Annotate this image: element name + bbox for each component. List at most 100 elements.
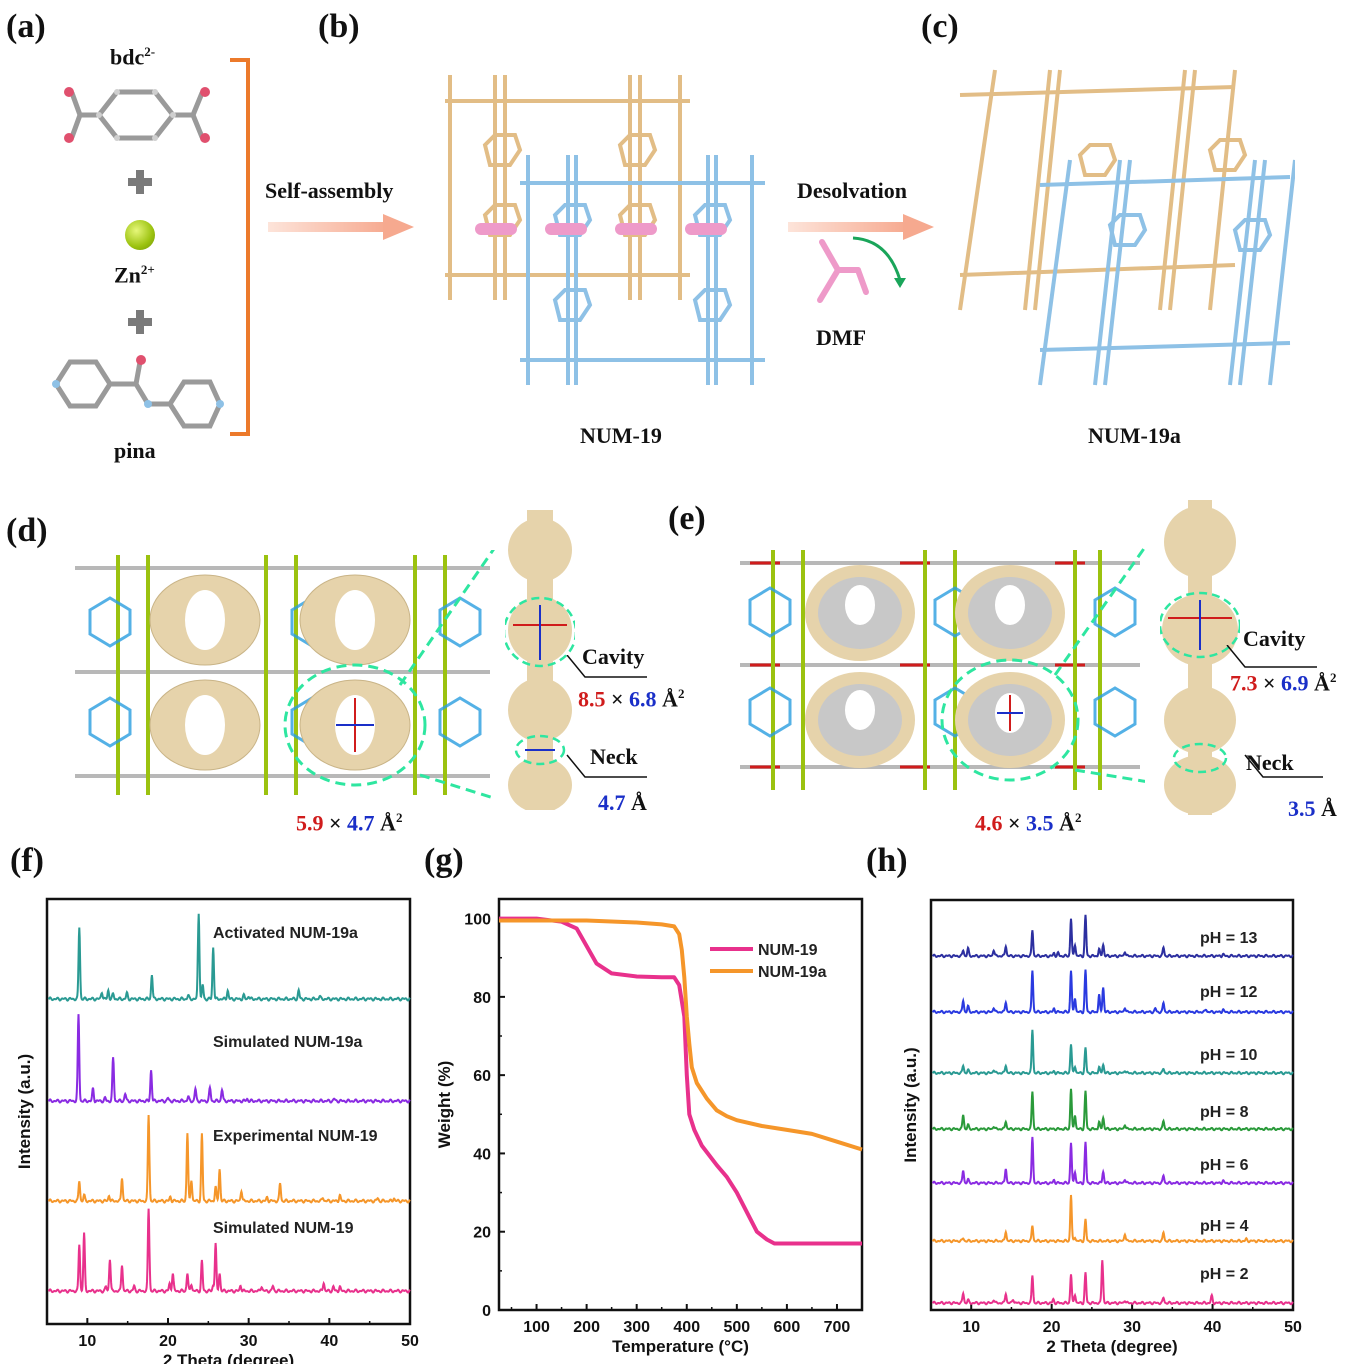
pxrd-trace-4 [931,1136,1294,1186]
x-tick-label: 300 [623,1319,650,1336]
num19a-cavity-chain [1160,500,1240,815]
num19a-pore-channel-view [740,545,1145,790]
dmf-guest-molecules [475,223,727,235]
plot-frame [929,898,1295,1312]
pina-molecule-icon [52,355,224,429]
unit: Å [1314,670,1330,696]
neck-width: 3.5 [1288,796,1316,821]
callout-lines-e [1226,645,1323,778]
x-axis-label: 2 Theta (degree) [163,1351,294,1364]
times-sign: × [611,686,624,712]
cavity-width: 7.3 [1230,670,1258,696]
pxrd-trace-6 [931,1260,1294,1306]
series-label: Experimental NUM-19 [213,1128,378,1145]
num19-caption: NUM-19 [580,423,662,448]
pxrd-trace-0 [47,913,411,1002]
series-label: pH = 10 [1200,1047,1257,1064]
x-tick-label: 20 [159,1333,177,1350]
legend-label: NUM-19 [758,942,818,959]
x-tick-label: 40 [1204,1319,1222,1336]
unit-exponent: 2 [1074,810,1082,825]
bdc-label: bdc2- [110,44,155,70]
unit-exponent: 2 [1329,670,1337,685]
pxrd-trace-1 [47,1014,411,1104]
bdc-name: bdc [110,44,145,70]
num19a-channel-dimension: 4.6 × 3.5 Å2 [975,810,1081,836]
x-tick-label: 50 [1284,1319,1302,1336]
x-tick-label: 10 [78,1333,96,1350]
legend-label: NUM-19a [758,964,827,981]
dmf-label: DMF [816,325,867,350]
chart-f-pxrd: 10 20 30 40 50 2 Theta (degree) Intensity (a.u… [15,897,419,1364]
y-tick-label: 60 [473,1068,491,1085]
panel-label-d: (d) [6,512,48,549]
cavity-width: 8.5 [578,686,606,712]
desolvation-arrow-icon [788,214,934,240]
panel-label-f: (f) [10,842,44,879]
cavity-label-d: Cavity [582,644,645,669]
neck-label-d: Neck [590,744,638,769]
num19-channel-dimension: 5.9 × 4.7 Å2 [296,810,402,836]
x-axis-label: Temperature (°C) [612,1337,749,1356]
series-label: pH = 13 [1200,930,1257,947]
y-tick-label: 80 [473,990,491,1007]
panel-label-a: (a) [6,8,46,45]
y-tick-label: 20 [473,1225,491,1242]
x-tick-label: 200 [573,1319,600,1336]
x-tick-label: 30 [240,1333,258,1350]
neck-label-e: Neck [1246,750,1294,775]
unit-exponent: 2 [677,686,685,701]
tga-curve-0 [499,916,862,1246]
zinc-label: Zn2+ [114,262,155,288]
panel-label-g: (g) [424,842,464,879]
tga-curve-1 [499,918,863,1152]
num19-framework-structure [445,75,765,385]
unit: Å [662,686,678,712]
num19a-framework-structure [958,69,1295,386]
reactant-bracket [230,58,250,436]
y-axis-label: Intensity (a.u.) [901,1047,920,1162]
unit: Å [1059,810,1075,836]
pxrd-trace-3 [931,1088,1294,1132]
series-label: pH = 8 [1200,1104,1249,1121]
neck-dimension-e: 3.5 Å [1288,796,1337,822]
pxrd-trace-5 [931,1194,1294,1244]
cavity-dimension-d: 8.5 × 6.8 Å2 [578,686,684,712]
channel-height: 3.5 [1026,810,1054,836]
y-tick-label: 40 [473,1146,491,1163]
x-tick-label: 600 [774,1319,801,1336]
panel-label-h: (h) [866,842,908,879]
pxrd-trace-1 [931,969,1294,1015]
self-assembly-arrow-icon [268,214,414,240]
y-axis-label: Weight (%) [435,1061,454,1149]
channel-height: 4.7 [347,810,375,836]
cavity-height: 6.9 [1281,670,1309,696]
panel-label-b: (b) [318,8,360,45]
panel-label-c: (c) [921,8,959,45]
plus-icon-2 [128,310,152,334]
times-sign: × [329,810,342,836]
desolvation-label: Desolvation [797,178,907,203]
num19-cavity-chain [505,510,575,810]
x-tick-label: 50 [401,1333,419,1350]
times-sign: × [1263,670,1276,696]
series-label: Simulated NUM-19a [213,1034,362,1051]
y-tick-label: 100 [464,912,491,929]
self-assembly-label: Self-assembly [265,178,394,203]
callout-lines-d [566,655,647,778]
cavity-height: 6.8 [629,686,657,712]
panel-label-e: (e) [668,500,706,537]
unit: Å [1321,796,1337,821]
x-tick-label: 400 [673,1319,700,1336]
plot-frame [45,897,412,1326]
x-tick-label: 500 [723,1319,750,1336]
channel-dimension-arrows [336,698,374,752]
cavity-label-e: Cavity [1243,626,1306,651]
bdc-charge: 2- [144,44,156,59]
neck-width: 4.7 [598,790,626,815]
pina-label: pina [114,438,156,463]
cavity-dimension-e: 7.3 × 6.9 Å2 [1230,670,1336,696]
x-tick-label: 10 [962,1319,980,1336]
x-tick-label: 40 [320,1333,338,1350]
unit: Å [631,790,647,815]
